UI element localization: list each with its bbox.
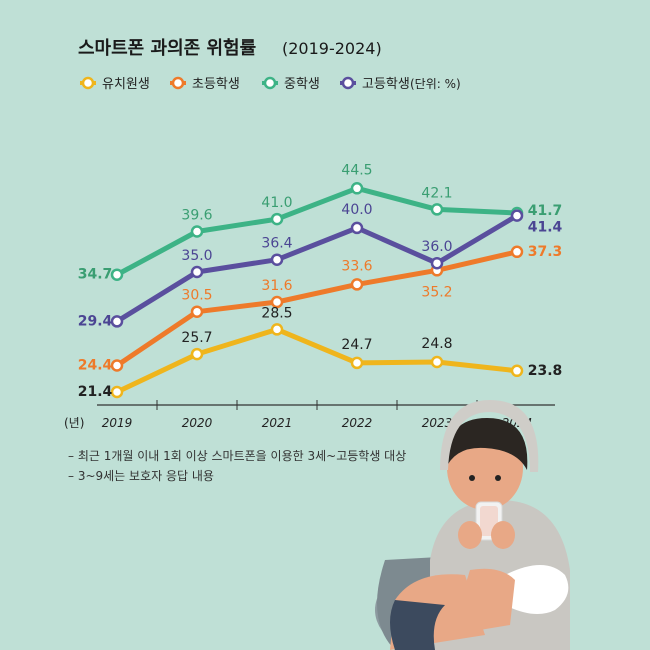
- legend-swatch-marker: [171, 76, 185, 90]
- x-tick-label: 2023: [422, 416, 453, 430]
- legend-swatch-marker: [81, 76, 95, 90]
- data-label: 31.6: [261, 278, 292, 294]
- data-label: 30.5: [181, 288, 212, 304]
- data-point: [350, 278, 364, 291]
- data-labels: 21.4 25.7 28.5 24.7 24.8 23.8 24.4 30.5 31.6 33.6…: [78, 162, 563, 400]
- data-label: 28.5: [261, 305, 292, 321]
- data-point: [430, 256, 444, 270]
- series-line: [114, 326, 520, 395]
- data-point: [110, 359, 124, 372]
- data-point: [190, 305, 204, 318]
- legend-swatch-marker: [341, 76, 355, 90]
- data-point: [430, 355, 444, 369]
- data-point: [270, 323, 284, 336]
- data-point: [350, 221, 364, 235]
- data-point: [110, 385, 124, 399]
- data-label: 36.4: [261, 236, 292, 252]
- series-lines: [110, 182, 524, 399]
- data-label: 37.3: [528, 244, 563, 260]
- data-label: 42.1: [421, 185, 452, 201]
- footnote-2: – 3~9세는 보호자 응답 내용: [68, 469, 214, 483]
- data-point: [350, 356, 364, 370]
- data-label: 39.6: [181, 207, 212, 223]
- data-label: 21.4: [78, 384, 113, 400]
- data-point: [430, 203, 444, 216]
- data-label: 40.0: [341, 202, 372, 218]
- x-tick-label: 2019: [102, 416, 133, 430]
- data-label: 44.5: [341, 162, 372, 178]
- footnote-1: – 최근 1개월 이내 1회 이상 스마트폰을 이용한 3세~고등학생 대상: [68, 449, 407, 463]
- data-point: [190, 347, 204, 361]
- x-unit-label: (년): [64, 416, 84, 430]
- data-label: 35.2: [421, 284, 452, 300]
- data-label: 25.7: [181, 330, 212, 346]
- x-axis: (년)201920202021202220232024: [64, 400, 555, 430]
- legend-swatch-marker: [263, 76, 277, 90]
- data-point: [270, 253, 284, 266]
- data-point: [110, 268, 124, 281]
- unit-label: (단위: %): [410, 77, 461, 91]
- legend-label: 고등학생: [362, 77, 410, 92]
- chart-title-group: 스마트폰 과의존 위험률 (2019-2024): [78, 37, 382, 59]
- data-label: 36.0: [421, 239, 452, 255]
- data-label: 34.7: [78, 267, 113, 283]
- data-point: [190, 265, 204, 279]
- data-label: 41.0: [261, 195, 292, 211]
- chart-title-years: (2019-2024): [282, 39, 382, 58]
- series-line: [114, 249, 520, 368]
- series-line: [114, 213, 520, 324]
- data-point: [510, 209, 524, 222]
- data-label: 29.4: [78, 313, 113, 329]
- data-point: [270, 212, 284, 226]
- legend: 유치원생 초등학생 중학생 고등학생: [80, 76, 410, 92]
- legend-label: 초등학생: [192, 77, 240, 92]
- data-label: 23.8: [528, 363, 563, 379]
- data-label: 41.7: [528, 203, 563, 219]
- legend-label: 중학생: [284, 77, 320, 92]
- series-line: [114, 185, 520, 278]
- chart-title: 스마트폰 과의존 위험률: [78, 37, 256, 59]
- data-point: [190, 225, 204, 238]
- legend-label: 유치원생: [102, 77, 150, 92]
- x-tick-label: 2022: [342, 416, 373, 430]
- data-point: [510, 245, 524, 259]
- data-point: [110, 315, 124, 328]
- data-point: [510, 364, 524, 378]
- data-point: [350, 182, 364, 195]
- x-tick-label: 2020: [182, 416, 213, 430]
- data-label: 33.6: [341, 258, 372, 274]
- footnotes: – 최근 1개월 이내 1회 이상 스마트폰을 이용한 3세~고등학생 대상 –…: [68, 446, 406, 486]
- data-label: 24.7: [341, 337, 372, 353]
- data-label: 35.0: [181, 248, 212, 264]
- data-point: [270, 295, 284, 309]
- data-label: 24.4: [78, 358, 113, 374]
- data-label: 41.4: [528, 220, 563, 236]
- teen-illustration: [375, 400, 570, 650]
- x-tick-label: 2021: [262, 416, 293, 430]
- data-label: 24.8: [421, 336, 452, 352]
